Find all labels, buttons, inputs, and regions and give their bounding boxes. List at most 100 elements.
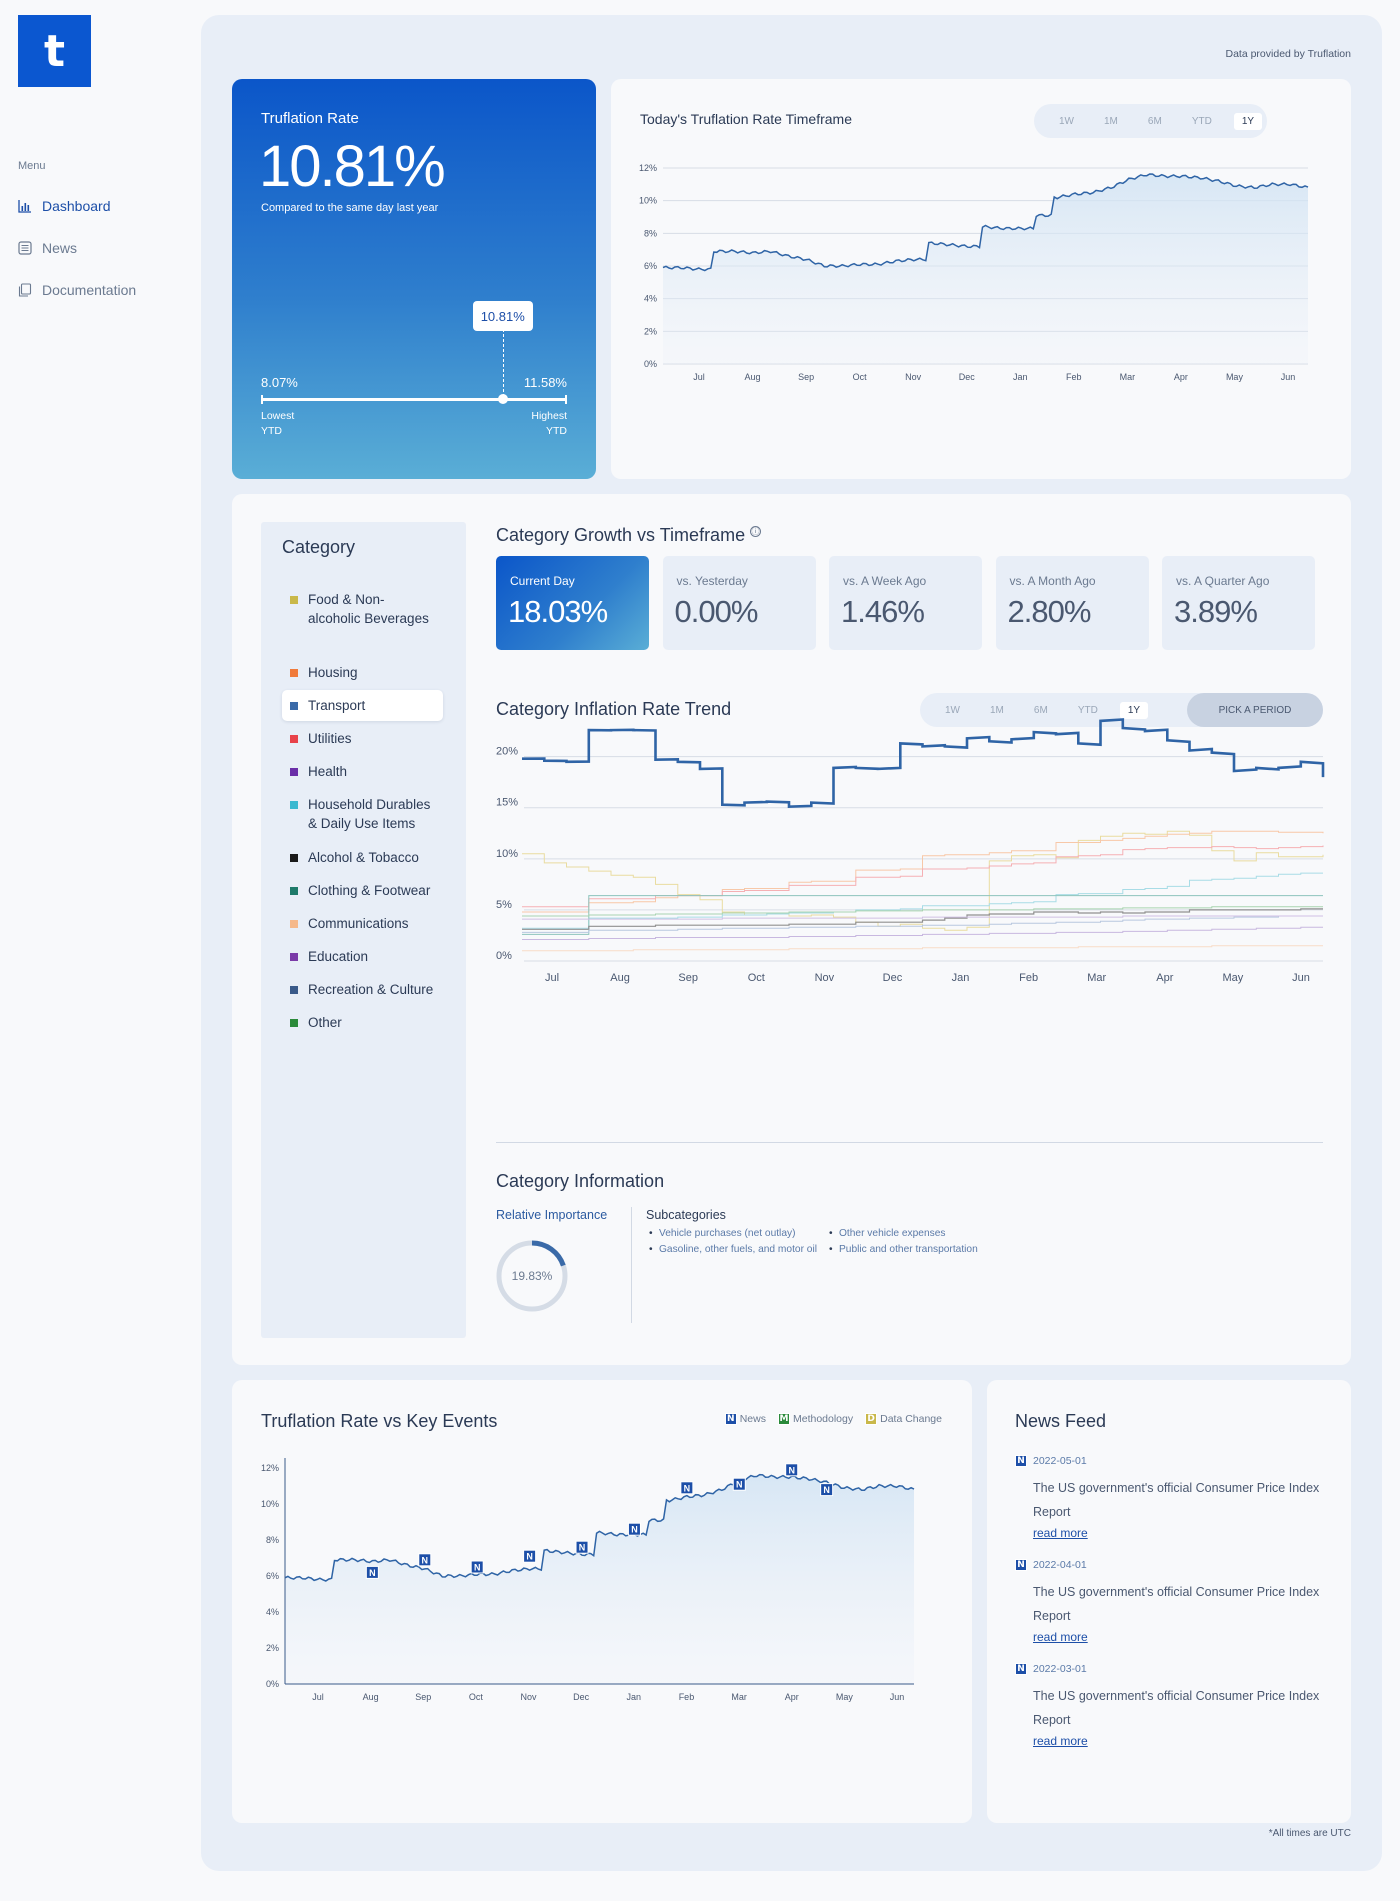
- category-list: Category Food & Non-alcoholic Beverages H…: [261, 522, 466, 1338]
- category-item[interactable]: Education: [282, 941, 443, 972]
- pick-period-button[interactable]: PICK A PERIOD: [1187, 693, 1323, 727]
- footer-note: *All times are UTC: [1268, 1828, 1351, 1839]
- category-item[interactable]: Housing: [282, 657, 443, 688]
- current-rate-bubble: 10.81%: [472, 301, 533, 331]
- event-marker-letter: N: [422, 1555, 429, 1565]
- read-more-link[interactable]: read more: [1033, 1630, 1088, 1644]
- rate-subtitle: Compared to the same day last year: [261, 202, 439, 214]
- data-credit: Data provided by Truflation: [1225, 48, 1352, 60]
- divider: [496, 1142, 1323, 1143]
- category-label: Food & Non-alcoholic Beverages: [308, 592, 429, 626]
- nav-item-documentation[interactable]: Documentation: [18, 282, 136, 298]
- legend-label: Data Change: [880, 1413, 942, 1425]
- category-item[interactable]: Household Durables & Daily Use Items: [282, 789, 443, 839]
- x-tick-label: Dec: [573, 1692, 590, 1702]
- x-tick-label: Jan: [627, 1692, 642, 1702]
- trend-period-ytd[interactable]: YTD: [1077, 704, 1098, 716]
- nav-item-dashboard[interactable]: Dashboard: [18, 198, 111, 214]
- relative-importance-value: 19.83%: [511, 1269, 553, 1283]
- stat-label: vs. A Week Ago: [843, 574, 927, 588]
- key-events-card: Truflation Rate vs Key Events N News M Meth…: [232, 1380, 972, 1823]
- category-label: Clothing & Footwear: [308, 883, 431, 898]
- y-tick-label: 10%: [496, 848, 518, 860]
- stat-value: 1.46%: [841, 594, 925, 629]
- x-tick-label: May: [836, 1692, 854, 1702]
- y-tick-label: 15%: [496, 797, 518, 809]
- tf-period-1w[interactable]: 1W: [1059, 115, 1074, 127]
- x-tick-label: Dec: [883, 972, 903, 984]
- y-tick-label: 12%: [261, 1463, 279, 1473]
- category-item[interactable]: Clothing & Footwear: [282, 875, 443, 906]
- category-item[interactable]: Recreation & Culture: [282, 974, 443, 1005]
- newspaper-icon: [18, 241, 32, 255]
- trend-period-1w[interactable]: 1W: [945, 704, 960, 716]
- x-tick-label: Aug: [610, 972, 630, 984]
- news-date: 2022-04-01: [1033, 1559, 1087, 1571]
- ring-fill: [496, 1240, 568, 1312]
- tf-period-1y[interactable]: 1Y: [1233, 112, 1263, 130]
- news-event-marker: [470, 1560, 484, 1574]
- category-item[interactable]: Alcohol & Tobacco: [282, 842, 443, 873]
- category-item[interactable]: Utilities: [282, 723, 443, 754]
- x-tick-label: Jun: [1281, 372, 1296, 382]
- category-section: Category Food & Non-alcoholic Beverages H…: [232, 494, 1351, 1365]
- category-item[interactable]: Food & Non-alcoholic Beverages: [282, 584, 443, 634]
- growth-stat-box[interactable]: vs. A Week Ago 1.46%: [829, 556, 982, 650]
- category-label: Education: [308, 949, 369, 964]
- tf-period-ytd[interactable]: YTD: [1191, 115, 1212, 127]
- logo[interactable]: t: [18, 15, 91, 87]
- menu-label: Menu: [18, 160, 46, 172]
- x-tick-label: Jul: [693, 372, 705, 382]
- tf-period-1m[interactable]: 1M: [1104, 115, 1118, 127]
- category-item[interactable]: Other: [282, 1007, 443, 1038]
- trend-period-1y[interactable]: 1Y: [1119, 701, 1149, 719]
- category-label: Household Durables & Daily Use Items: [308, 797, 431, 831]
- news-event-marker: [732, 1477, 746, 1491]
- category-label: Communications: [308, 916, 409, 931]
- category-label: Alcohol & Tobacco: [308, 850, 419, 865]
- range-track: [261, 395, 567, 404]
- stat-value: 0.00%: [674, 594, 759, 629]
- category-item[interactable]: Health: [282, 756, 443, 787]
- category-color-swatch: [290, 887, 298, 895]
- read-more-link[interactable]: read more: [1033, 1734, 1088, 1748]
- category-growth-title: Category Growth vs Timeframe: [496, 525, 746, 545]
- trend-series-line: [522, 872, 1323, 929]
- info-icon[interactable]: ⓘ: [750, 526, 761, 537]
- growth-stat-box[interactable]: Current Day 18.03%: [496, 556, 649, 650]
- y-tick-label: 6%: [266, 1571, 279, 1581]
- y-tick-label: 20%: [496, 746, 518, 758]
- growth-stat-box[interactable]: vs. A Quarter Ago 3.89%: [1162, 556, 1315, 650]
- x-tick-label: Oct: [748, 972, 765, 984]
- news-event-marker: [575, 1540, 589, 1554]
- trend-period-6m[interactable]: 6M: [1033, 704, 1048, 716]
- category-color-swatch: [290, 801, 298, 809]
- rate-title: Truflation Rate: [261, 110, 359, 127]
- y-tick-label: 6%: [644, 261, 657, 271]
- trend-series-line: [522, 845, 1324, 908]
- category-label: Recreation & Culture: [308, 982, 434, 997]
- news-date: 2022-03-01: [1033, 1663, 1087, 1675]
- read-more-link[interactable]: read more: [1033, 1526, 1088, 1540]
- legend-item: M Methodology: [777, 1413, 853, 1425]
- category-item[interactable]: Transport: [282, 690, 443, 721]
- x-tick-label: Apr: [1156, 972, 1173, 984]
- growth-stat-box[interactable]: vs. A Month Ago 2.80%: [995, 556, 1149, 650]
- nav-item-news[interactable]: News: [18, 240, 77, 256]
- y-tick-label: 4%: [266, 1607, 279, 1617]
- category-item[interactable]: Communications: [282, 908, 443, 939]
- category-info-title: Category Information: [496, 1171, 665, 1191]
- bar-chart-icon: [18, 200, 31, 213]
- category-color-swatch: [290, 596, 298, 604]
- x-tick-label: Oct: [853, 372, 868, 382]
- growth-stat-box[interactable]: vs. Yesterday 0.00%: [662, 556, 816, 650]
- trend-period-1m[interactable]: 1M: [990, 704, 1004, 716]
- trend-series-line: [522, 908, 1323, 930]
- tf-period-6m[interactable]: 6M: [1147, 115, 1162, 127]
- event-marker-letter: N: [684, 1483, 691, 1493]
- event-legend: N News M Methodology D Data Change: [724, 1413, 942, 1425]
- legend-badge: N: [724, 1413, 737, 1425]
- range-marker: [497, 394, 508, 404]
- category-color-swatch: [290, 702, 298, 710]
- news-event-marker: [418, 1553, 432, 1567]
